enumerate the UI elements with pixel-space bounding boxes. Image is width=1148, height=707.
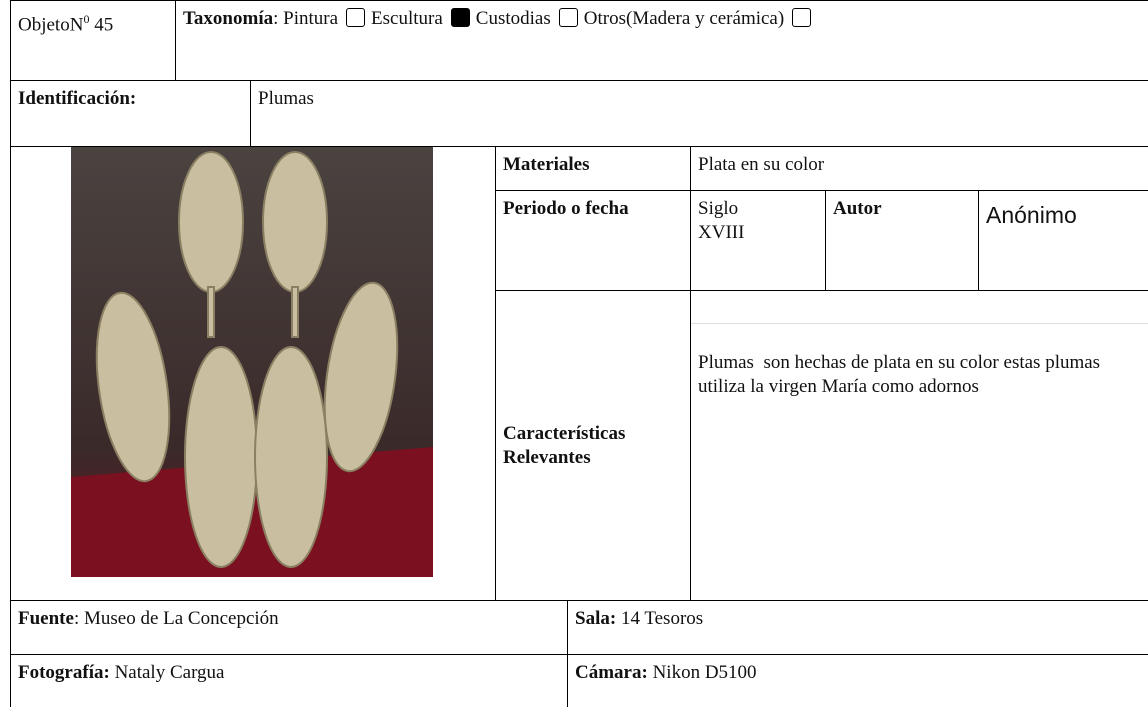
object-number: 45 xyxy=(94,14,114,36)
source: Museo de La Concepción xyxy=(83,608,279,629)
source-cell: Fuente: Museo de La Concepción xyxy=(10,600,568,655)
photo-cell: Fotografía: Nataly Cargua xyxy=(10,654,568,707)
room-label: Sala: xyxy=(575,608,617,629)
room-cell: Sala: 14 Tesoros xyxy=(567,600,1148,655)
option-label: Otros(Madera y cerámica) xyxy=(583,8,785,29)
period: Siglo XVIII xyxy=(698,198,745,243)
id-label-cell: Identificación: xyxy=(10,80,251,147)
room: 14 Tesoros xyxy=(620,608,704,629)
checkbox xyxy=(346,8,366,27)
option-label: Escultura xyxy=(371,8,443,29)
camera-cell: Cámara: Nikon D5100 xyxy=(567,654,1148,707)
author-label-cell: Autor xyxy=(825,190,979,291)
object-label: ObjetoN xyxy=(18,14,84,36)
image-cell xyxy=(10,146,496,601)
taxonomy-options: Pintura Escultura Custodias Otros(Madera y … xyxy=(283,8,817,29)
period-label-cell: Periodo o fecha xyxy=(495,190,691,291)
camera-label: Cámara: xyxy=(575,662,648,683)
object-cell: ObjetoN0 45 xyxy=(10,0,176,81)
id-value-cell: Plumas xyxy=(250,80,1148,147)
features-label: Características Relevantes xyxy=(503,422,626,468)
id-value: Plumas xyxy=(258,88,314,109)
camera: Nikon D5100 xyxy=(652,662,757,683)
checkbox xyxy=(792,8,812,27)
taxonomy-label: Taxonomía xyxy=(183,8,274,29)
photo-label: Fotografía: xyxy=(18,662,110,683)
materials-label: Materiales xyxy=(503,154,590,175)
divider xyxy=(691,323,1148,324)
id-label: Identificación: xyxy=(18,88,137,109)
source-label: Fuente xyxy=(18,608,74,629)
materials-label-cell: Materiales xyxy=(495,146,691,191)
period-cell: Siglo XVIII xyxy=(690,190,790,291)
period-label: Periodo o fecha xyxy=(503,198,629,219)
author-cell: Anónimo xyxy=(978,190,1148,291)
photo: Nataly Cargua xyxy=(114,662,225,683)
checkbox xyxy=(558,8,578,27)
checkbox xyxy=(450,8,470,27)
features-label-cell: Características Relevantes xyxy=(495,290,691,601)
features-cell: Plumas son hechas de plata en su color e… xyxy=(690,290,1148,601)
materials-cell: Plata en su color xyxy=(690,146,1148,191)
taxonomy-cell: Taxonomía: Pintura Escultura Custodias Otro… xyxy=(175,0,1148,81)
object-sup: 0 xyxy=(83,12,90,26)
option-label: Pintura xyxy=(283,8,339,29)
author-label: Autor xyxy=(833,198,882,219)
materials: Plata en su color xyxy=(698,154,825,175)
object-photo xyxy=(71,147,433,577)
features: Plumas son hechas de plata en su color e… xyxy=(698,352,1105,397)
option-label: Custodias xyxy=(475,8,551,29)
author: Anónimo xyxy=(986,202,1077,228)
